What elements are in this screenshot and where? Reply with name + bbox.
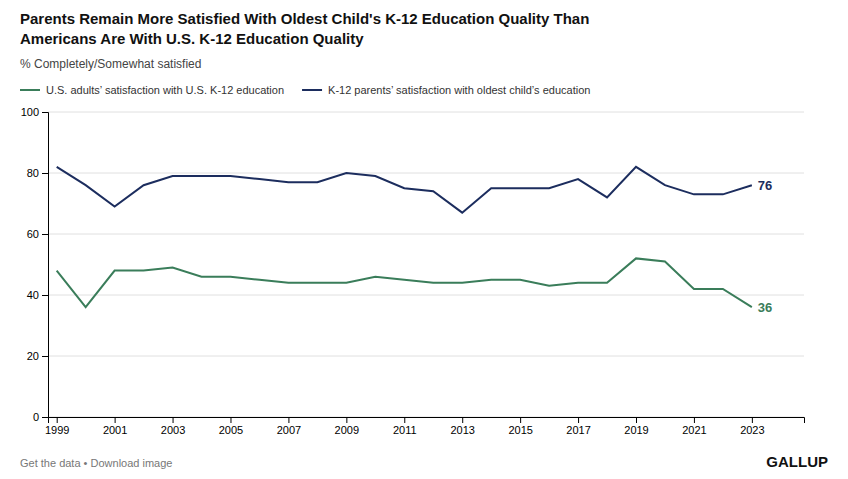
grid: [48, 112, 804, 417]
x-tick-mark: [346, 417, 347, 423]
y-axis: 0 20 40 60 80 100: [21, 106, 49, 423]
x-tick-label: 2001: [103, 424, 127, 436]
y-tick-mark: [42, 234, 48, 235]
legend-item: K-12 parents’ satisfaction with oldest c…: [302, 84, 590, 96]
grid-line: [48, 295, 804, 296]
x-tick-label: 2011: [393, 424, 417, 436]
x-tick-label: 1999: [45, 424, 69, 436]
grid-line: [48, 234, 804, 235]
series-line: [57, 167, 752, 213]
x-tick-mark: [578, 417, 579, 423]
x-tick: 1999: [45, 417, 69, 436]
x-tick-mark: [636, 417, 637, 423]
end-label: 76: [758, 178, 772, 193]
legend-item: U.S. adults’ satisfaction with U.S. K-12…: [20, 84, 284, 96]
x-tick-mark: [57, 417, 58, 423]
y-tick-mark: [42, 417, 48, 418]
lines: [57, 167, 752, 307]
x-tick: 2021: [682, 417, 706, 436]
y-tick: 100: [21, 106, 48, 118]
x-tick-label: 2009: [335, 424, 359, 436]
y-tick-mark: [42, 356, 48, 357]
x-tick-mark: [173, 417, 174, 423]
y-tick-mark: [42, 173, 48, 174]
x-tick: 2015: [508, 417, 532, 436]
x-tick-mark: [288, 417, 289, 423]
y-tick-label: 80: [27, 167, 39, 179]
y-tick: 40: [27, 289, 48, 301]
x-tick: 2013: [450, 417, 474, 436]
x-tick-mark: [694, 417, 695, 423]
footer-right: GALLUP: [766, 453, 828, 470]
x-tick-label: 2003: [161, 424, 185, 436]
x-axis-line: [49, 418, 805, 424]
y-tick: 0: [33, 411, 48, 423]
x-tick: 2007: [277, 417, 301, 436]
y-tick-label: 20: [27, 350, 39, 362]
end-label: 36: [758, 300, 772, 315]
x-tick: 2001: [103, 417, 127, 436]
plot: 1999 2001 2003 2005 2007 2009 2011 2013 2015 2017…: [21, 106, 805, 436]
chart: Parents Remain More Satisfied With Oldes…: [0, 0, 848, 479]
y-tick-label: 100: [21, 106, 39, 118]
x-tick-label: 2019: [624, 424, 648, 436]
x-tick: 2019: [624, 417, 648, 436]
y-tick-mark: [42, 112, 48, 113]
y-axis-line: [42, 113, 49, 418]
legend: U.S. adults’ satisfaction with U.S. K-12…: [20, 84, 590, 96]
x-tick-label: 2013: [450, 424, 474, 436]
x-tick: 2023: [740, 417, 764, 436]
title: Americans Are With U.S. K-12 Education Q…: [20, 30, 364, 47]
x-axis: 1999 2001 2003 2005 2007 2009 2011 2013 2015 2017…: [45, 417, 805, 436]
legend-swatch: [302, 89, 322, 91]
title: Parents Remain More Satisfied With Oldes…: [20, 10, 589, 27]
x-tick: 2017: [566, 417, 590, 436]
x-tick: 2009: [335, 417, 359, 436]
grid-line: [48, 112, 804, 113]
x-tick: 2005: [219, 417, 243, 436]
series-line: [57, 258, 752, 307]
y-tick: 80: [27, 167, 48, 179]
y-tick-label: 0: [33, 411, 39, 423]
legend-swatch: [20, 89, 40, 91]
x-tick-mark: [230, 417, 231, 423]
x-tick-mark: [752, 417, 753, 423]
y-tick-label: 40: [27, 289, 39, 301]
x-tick-label: 2017: [566, 424, 590, 436]
legend-label: K-12 parents’ satisfaction with oldest c…: [328, 84, 590, 96]
subtitle: % Completely/Somewhat satisfied: [20, 57, 201, 71]
x-tick-mark: [404, 417, 405, 423]
x-tick-mark: [520, 417, 521, 423]
legend-label: U.S. adults’ satisfaction with U.S. K-12…: [46, 84, 284, 96]
x-tick-label: 2007: [277, 424, 301, 436]
x-tick-label: 2021: [682, 424, 706, 436]
grid-line: [48, 173, 804, 174]
x-tick-mark: [462, 417, 463, 423]
y-tick-label: 60: [27, 228, 39, 240]
grid-line: [48, 356, 804, 357]
footer-left: Get the data • Download image: [20, 457, 172, 469]
x-tick-mark: [115, 417, 116, 423]
x-tick: 2011: [393, 417, 417, 436]
x-tick-label: 2023: [740, 424, 764, 436]
x-tick-label: 2015: [508, 424, 532, 436]
x-tick: 2003: [161, 417, 185, 436]
x-tick-label: 2005: [219, 424, 243, 436]
y-tick-mark: [42, 295, 48, 296]
y-tick: 60: [27, 228, 48, 240]
y-tick: 20: [27, 350, 48, 362]
